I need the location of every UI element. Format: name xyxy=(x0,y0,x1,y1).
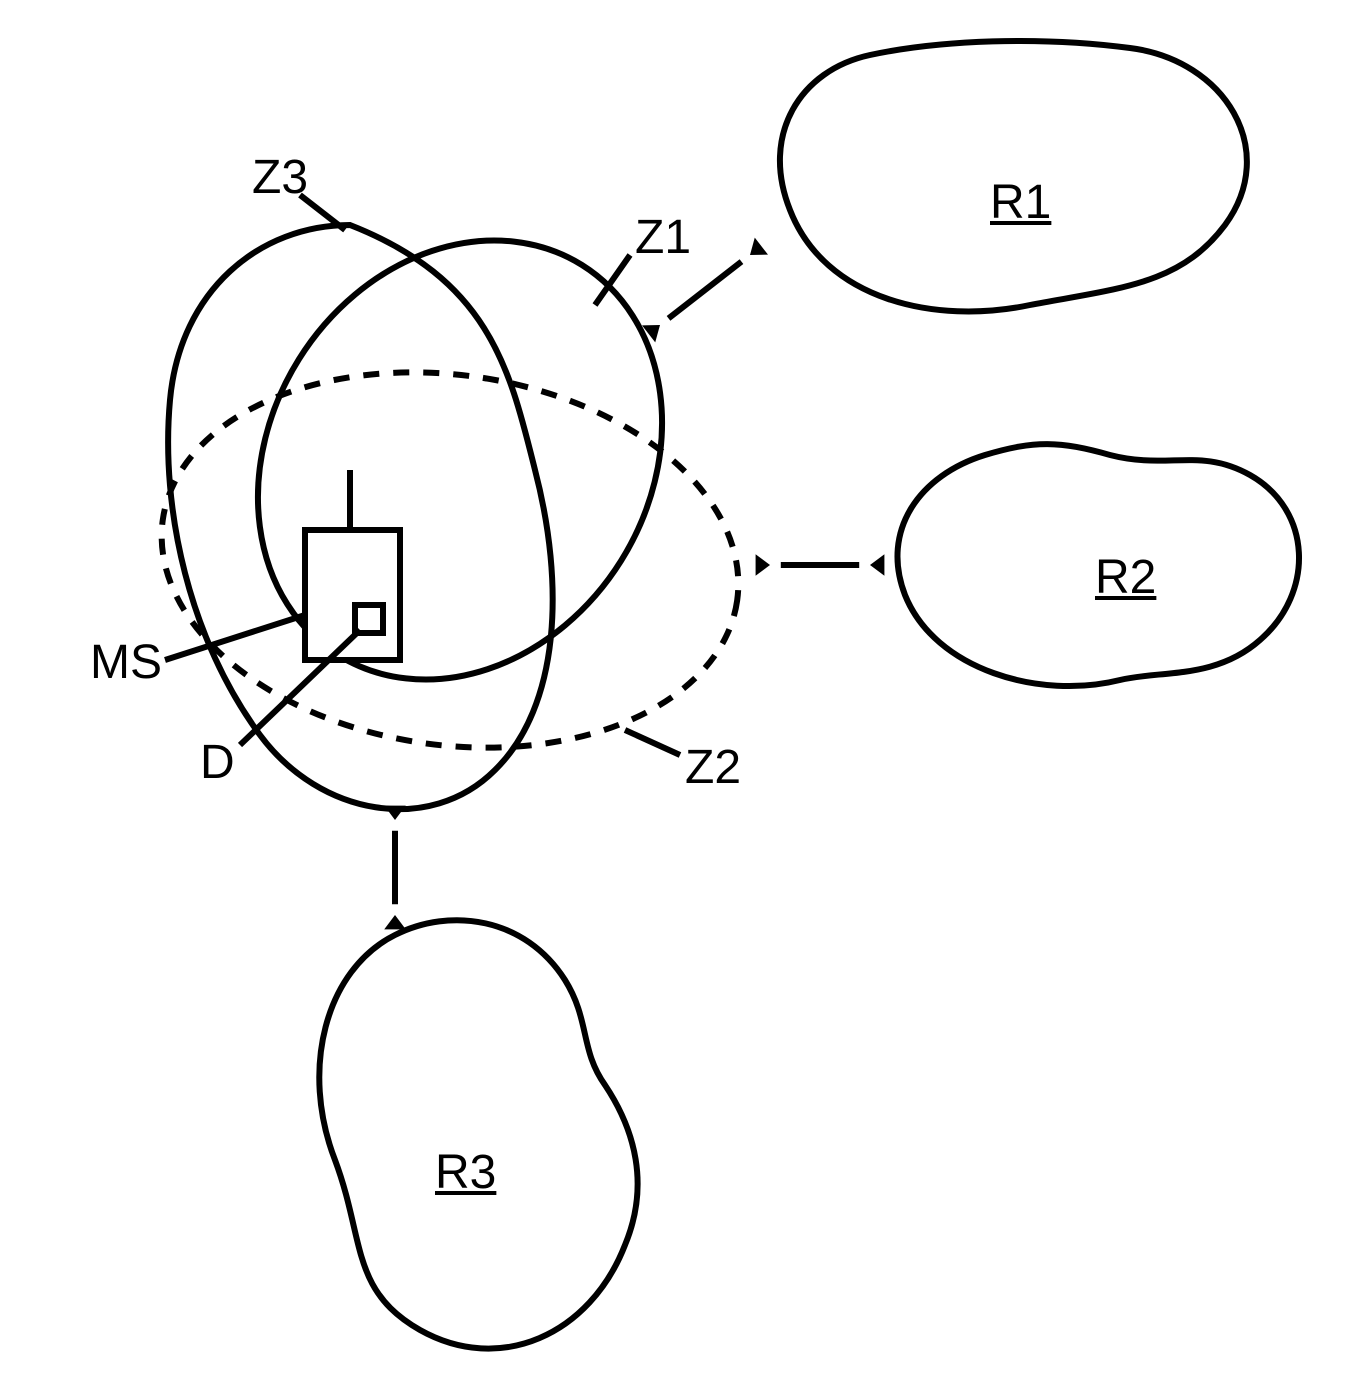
label-z3: Z3 xyxy=(252,150,308,205)
leader-ms xyxy=(165,615,305,660)
leader-z2 xyxy=(625,730,680,755)
arrow-z3-r3 xyxy=(384,806,406,930)
leader-d xyxy=(240,630,360,745)
diagram-svg xyxy=(0,0,1355,1378)
label-r2: R2 xyxy=(1095,550,1156,605)
diagram-canvas: Z1 Z2 Z3 MS D R1 R2 R3 xyxy=(0,0,1355,1378)
arrow-z2-r2 xyxy=(756,554,885,576)
label-r1: R1 xyxy=(990,175,1051,230)
mobile-station-module xyxy=(355,605,383,633)
zone-z3 xyxy=(168,225,553,809)
zone-z2 xyxy=(137,336,763,783)
label-d: D xyxy=(200,735,235,790)
label-r3: R3 xyxy=(435,1145,496,1200)
label-ms: MS xyxy=(90,635,162,690)
label-z2: Z2 xyxy=(685,740,741,795)
label-z1: Z1 xyxy=(635,210,691,265)
region-r3 xyxy=(319,920,637,1348)
